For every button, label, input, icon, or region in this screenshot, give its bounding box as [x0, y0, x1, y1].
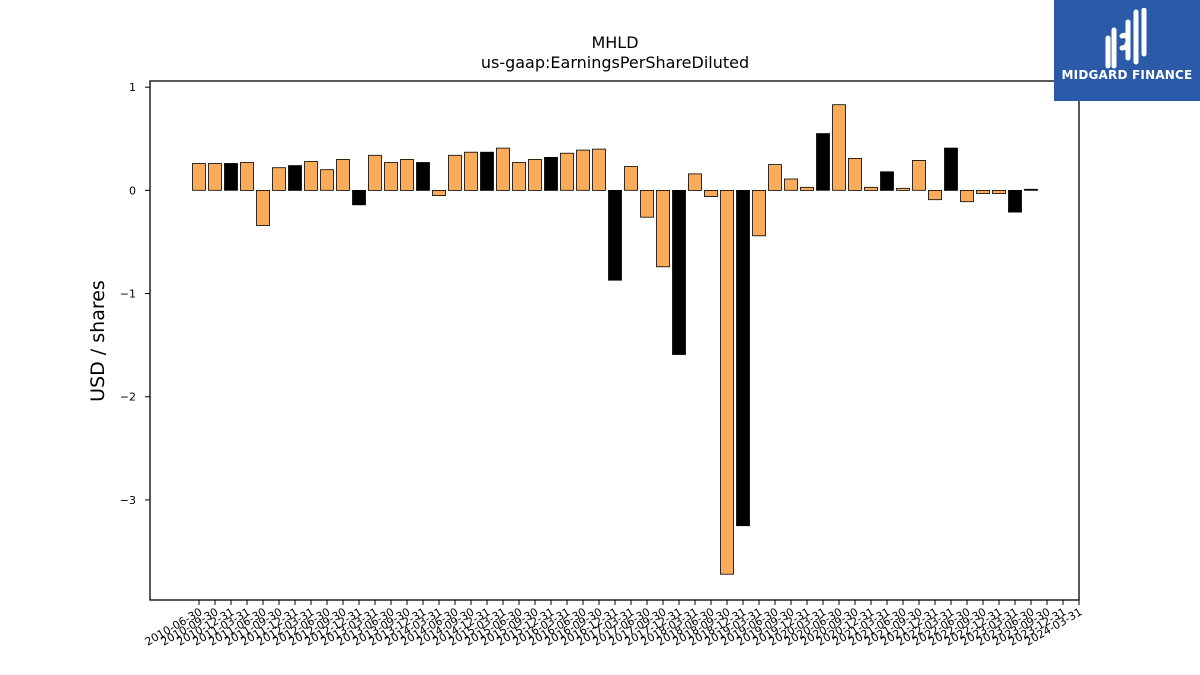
bar-2022-03-31: [944, 147, 958, 191]
bar-2013-09-30: [400, 158, 414, 191]
bar-2021-12-31: [928, 189, 942, 201]
bar-2016-03-31: [560, 152, 574, 191]
x-axis-ticks: 2010-06-302010-09-302010-12-312011-03-31…: [143, 600, 1085, 649]
bar-2020-12-31: [864, 186, 878, 191]
bar-2020-06-30: [832, 104, 846, 191]
y-tick-label: −1: [120, 288, 136, 301]
y-tick-label: 0: [129, 184, 136, 197]
bar-2013-12-31: [416, 162, 430, 191]
bar-2020-09-30: [848, 157, 862, 191]
bar-2022-06-30: [960, 189, 974, 203]
bar-2021-06-30: [896, 187, 910, 191]
bar-2011-09-30: [272, 167, 286, 191]
chart-subtitle: us-gaap:EarningsPerShareDiluted: [481, 53, 749, 72]
y-tick-label: 1: [129, 81, 136, 94]
bar-2021-09-30: [912, 159, 926, 191]
bar-2012-09-30: [336, 158, 350, 191]
bar-2019-03-31: [752, 189, 766, 237]
bar-2017-03-31: [624, 166, 638, 191]
bar-2012-06-30: [320, 169, 334, 191]
plot-frame: [149, 80, 1080, 601]
midgard-logo-icon: [1105, 8, 1147, 69]
y-tick-label: −2: [120, 391, 136, 404]
bar-2014-03-31: [432, 189, 446, 196]
bar-2010-12-31: [224, 163, 238, 191]
bar-2011-03-31: [240, 162, 254, 191]
bar-2015-03-31: [496, 147, 510, 191]
bar-2019-12-31: [800, 186, 814, 191]
bar-2012-12-31: [352, 189, 366, 206]
bar-2018-09-30: [720, 189, 734, 575]
bar-2015-09-30: [528, 158, 542, 191]
bar-2017-06-30: [640, 189, 654, 218]
bar-2012-03-31: [304, 161, 318, 191]
bar-2022-09-30: [976, 189, 990, 194]
bar-2010-09-30: [208, 163, 222, 191]
bar-2023-03-31: [1008, 189, 1022, 213]
bar-2011-12-31: [288, 165, 302, 191]
bar-2014-09-30: [464, 151, 478, 191]
midgard-finance-logo: MIDGARD FINANCE: [1054, 0, 1200, 101]
bar-2018-12-31: [736, 189, 750, 527]
bar-2018-03-31: [688, 173, 702, 191]
bar-2010-06-30: [192, 163, 206, 191]
bar-2014-12-31: [480, 151, 494, 191]
bar-2016-06-30: [576, 149, 590, 191]
bar-2024-03-31: [1024, 188, 1038, 191]
bar-2019-09-30: [784, 178, 798, 191]
y-axis-label: USD / shares: [87, 280, 109, 402]
bar-2016-09-30: [592, 148, 606, 191]
bar-2022-12-31: [992, 189, 1006, 194]
bar-2016-12-31: [608, 189, 622, 281]
bar-2014-06-30: [448, 154, 462, 191]
y-tick-label: −3: [120, 494, 136, 507]
bar-2013-06-30: [384, 162, 398, 191]
logo-text: MIDGARD FINANCE: [1061, 68, 1193, 82]
bar-2021-03-31: [880, 171, 894, 191]
bar-2017-09-30: [656, 189, 670, 268]
bar-2013-03-31: [368, 154, 382, 191]
bar-2015-12-31: [544, 156, 558, 191]
bar-2018-06-30: [704, 189, 718, 197]
bar-2019-06-30: [768, 164, 782, 191]
bar-2015-06-30: [512, 162, 526, 191]
chart-title: MHLD: [591, 33, 638, 52]
bar-2020-03-31: [816, 133, 830, 191]
bar-2011-06-30: [256, 189, 270, 226]
bar-2017-12-31: [672, 189, 686, 355]
bars-group: [192, 104, 1038, 575]
y-axis-ticks: 1 0 −1 −2 −3: [120, 81, 150, 507]
